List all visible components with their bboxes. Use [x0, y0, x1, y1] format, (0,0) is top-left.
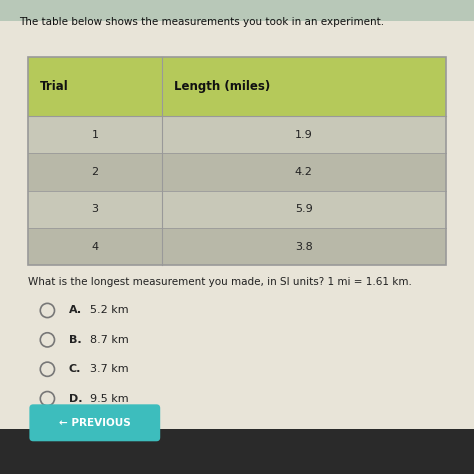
Bar	[28, 116, 446, 154]
Bar	[28, 228, 446, 265]
Text: 3.8: 3.8	[295, 242, 313, 252]
FancyBboxPatch shape	[29, 404, 160, 441]
Text: The table below shows the measurements you took in an experiment.: The table below shows the measurements y…	[19, 17, 384, 27]
Text: A.: A.	[69, 305, 82, 316]
Text: 3.7 km: 3.7 km	[90, 364, 128, 374]
Text: 8.7 km: 8.7 km	[90, 335, 129, 345]
Text: B.: B.	[69, 335, 82, 345]
Bar	[28, 57, 446, 116]
Text: 5.2 km: 5.2 km	[90, 305, 128, 316]
Text: 1: 1	[91, 130, 99, 140]
Text: Length (miles): Length (miles)	[174, 80, 270, 93]
Bar	[0, 429, 474, 474]
Text: 3: 3	[91, 204, 99, 214]
Text: 4.2: 4.2	[295, 167, 313, 177]
Text: 1.9: 1.9	[295, 130, 313, 140]
Text: C.: C.	[69, 364, 81, 374]
Text: ← PREVIOUS: ← PREVIOUS	[59, 418, 131, 428]
Bar	[28, 154, 446, 191]
Bar	[0, 0, 474, 21]
Text: 2: 2	[91, 167, 99, 177]
Text: 9.5 km: 9.5 km	[90, 393, 128, 404]
Bar	[28, 57, 446, 265]
Bar	[28, 191, 446, 228]
Bar	[0, 21, 474, 429]
Text: 4: 4	[91, 242, 99, 252]
Text: D.: D.	[69, 393, 82, 404]
Text: Trial: Trial	[40, 80, 69, 93]
Text: 5.9: 5.9	[295, 204, 313, 214]
Text: What is the longest measurement you made, in SI units? 1 mi = 1.61 km.: What is the longest measurement you made…	[28, 277, 412, 287]
